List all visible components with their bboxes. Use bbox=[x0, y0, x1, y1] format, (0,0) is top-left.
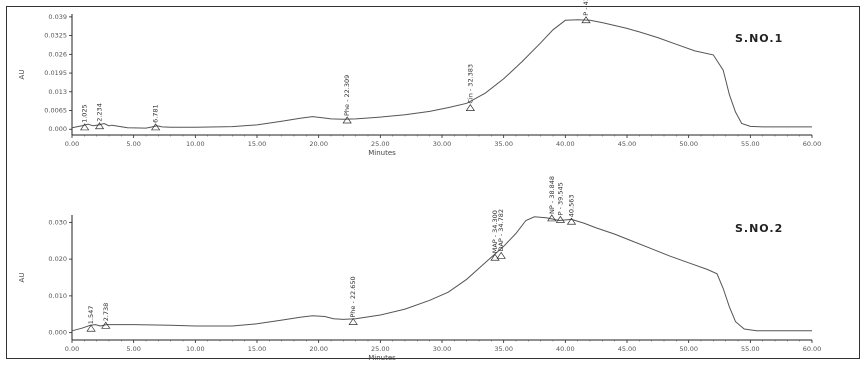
peak-marker bbox=[496, 251, 506, 259]
x-tick-label: 60.00 bbox=[803, 345, 822, 353]
x-axis-label: Minutes bbox=[368, 149, 396, 157]
x-tick-label: 55.00 bbox=[741, 345, 760, 353]
peak-label: 6.781 bbox=[152, 104, 160, 123]
peak-marker bbox=[566, 217, 577, 225]
x-tick-label: 0.00 bbox=[65, 140, 79, 148]
peak-label: 1.025 bbox=[81, 104, 89, 123]
sample-title: S.NO.2 bbox=[735, 222, 783, 235]
x-tick-label: 5.00 bbox=[126, 140, 140, 148]
y-tick-label: 0.039 bbox=[48, 13, 67, 21]
y-tick-label: 0.030 bbox=[48, 218, 67, 226]
peak-label: Phe - 22.650 bbox=[349, 276, 357, 317]
peak-marker bbox=[342, 116, 352, 124]
x-tick-label: 0.00 bbox=[65, 345, 79, 353]
peak-label: Phe - 22.309 bbox=[343, 75, 351, 116]
peak-marker bbox=[101, 321, 111, 329]
x-tick-label: 35.00 bbox=[494, 345, 513, 353]
peak-marker bbox=[79, 123, 90, 131]
x-tick-label: 20.00 bbox=[309, 345, 328, 353]
x-tick-label: 35.00 bbox=[494, 140, 513, 148]
peak-label: 40.563 bbox=[568, 195, 576, 218]
y-tick-label: 0.0065 bbox=[44, 107, 67, 115]
chromatogram-panel-1: 0.00 5.00 10.00 15.00 20.00 25.00 30.00 35.00 40… bbox=[18, 0, 821, 157]
peak-marker bbox=[555, 215, 566, 223]
x-tick-label: 60.00 bbox=[803, 140, 822, 148]
chromatogram-panel-2: 0.00 5.00 10.00 15.00 20.00 25.00 30.00 35.00 40… bbox=[18, 176, 821, 362]
chromatogram-trace bbox=[71, 19, 812, 129]
x-tick-label: 15.00 bbox=[248, 140, 267, 148]
x-tick-label: 50.00 bbox=[679, 140, 698, 148]
peak-marker bbox=[490, 253, 500, 261]
figure-border bbox=[6, 6, 860, 359]
x-axis-label: Minutes bbox=[368, 354, 396, 362]
y-tick-label: 0.010 bbox=[48, 292, 67, 300]
peak-label: 1.547 bbox=[87, 306, 95, 325]
peak-marker bbox=[547, 214, 557, 222]
x-tick-label: 30.00 bbox=[433, 140, 452, 148]
x-tick-label: 20.00 bbox=[309, 140, 328, 148]
chromatogram-trace bbox=[71, 216, 812, 332]
y-tick-label: 0.026 bbox=[48, 50, 67, 58]
peak-label: P - 39.545 bbox=[556, 182, 564, 215]
x-tick-label: 40.00 bbox=[556, 140, 575, 148]
peak-label: NP - 38.848 bbox=[548, 176, 556, 214]
y-axis-label: AU bbox=[18, 70, 26, 80]
peak-marker bbox=[581, 16, 591, 24]
peak-label: 2.234 bbox=[96, 103, 104, 122]
y-tick-label: 0.020 bbox=[48, 255, 67, 263]
x-tick-label: 5.00 bbox=[126, 345, 140, 353]
x-tick-label: 10.00 bbox=[186, 345, 205, 353]
sample-title: S.NO.1 bbox=[735, 32, 783, 45]
peak-label: 2.738 bbox=[102, 303, 110, 322]
peak-label: P - 41.678 bbox=[582, 0, 590, 16]
y-tick-label: 0.000 bbox=[48, 125, 67, 133]
peak-marker bbox=[86, 324, 96, 332]
y-tick-label: 0.000 bbox=[48, 329, 67, 337]
x-tick-label: 30.00 bbox=[433, 345, 452, 353]
peak-label: MAP - 34.300 bbox=[491, 210, 499, 253]
peak-label: DAP - 34.782 bbox=[497, 209, 505, 251]
y-tick-label: 0.013 bbox=[48, 88, 67, 96]
x-tick-label: 40.00 bbox=[556, 345, 575, 353]
x-tick-label: 45.00 bbox=[618, 140, 637, 148]
peak-marker bbox=[465, 104, 476, 111]
x-tick-label: 25.00 bbox=[371, 140, 390, 148]
peak-marker bbox=[348, 317, 358, 325]
x-tick-label: 45.00 bbox=[618, 345, 637, 353]
peak-marker bbox=[150, 123, 161, 131]
x-tick-label: 50.00 bbox=[679, 345, 698, 353]
y-axis-label: AU bbox=[18, 273, 26, 283]
x-tick-label: 55.00 bbox=[741, 140, 760, 148]
y-tick-label: 0.0195 bbox=[44, 69, 67, 77]
x-tick-label: 25.00 bbox=[371, 345, 390, 353]
peak-marker bbox=[94, 122, 105, 130]
x-tick-label: 15.00 bbox=[248, 345, 267, 353]
peak-label: Cin - 32.383 bbox=[466, 64, 474, 104]
y-tick-label: 0.0325 bbox=[44, 32, 67, 40]
x-tick-label: 10.00 bbox=[186, 140, 205, 148]
